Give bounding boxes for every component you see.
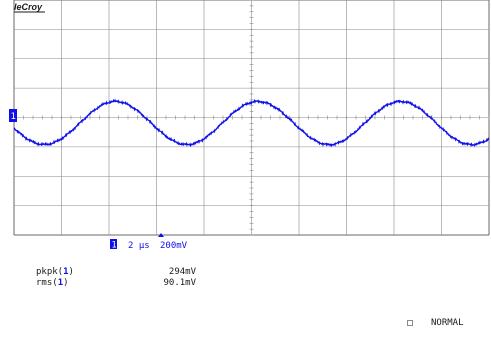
status-square-icon bbox=[407, 320, 413, 326]
trigger-arrow-icon[interactable] bbox=[158, 233, 164, 237]
lecroy-logo: leCroy bbox=[14, 2, 43, 12]
channel-1-badge[interactable] bbox=[110, 239, 117, 249]
measurement-pkpk-label[interactable]: pkpk(1) bbox=[36, 267, 74, 277]
measurement-rms-label[interactable]: rms(1) bbox=[36, 278, 69, 288]
timebase-value[interactable]: 2 µs bbox=[128, 241, 150, 251]
measurement-pkpk-value: 294mV bbox=[169, 267, 197, 277]
channel-info: 1 2 µs 200mV bbox=[110, 239, 188, 251]
waveform-trace bbox=[13, 98, 490, 148]
measurement-rms-value: 90.1mV bbox=[163, 278, 196, 288]
channel-badge-number: 1 bbox=[112, 241, 117, 251]
graticule bbox=[13, 0, 490, 236]
channel-1-ground-marker[interactable]: 1 bbox=[9, 109, 17, 122]
volts-per-div-value[interactable]: 200mV bbox=[160, 241, 188, 251]
acquisition-mode-status[interactable]: NORMAL bbox=[431, 318, 464, 328]
ground-marker-label: 1 bbox=[11, 112, 16, 122]
measurements-panel: pkpk(1) 294mV rms(1) 90.1mV bbox=[36, 267, 197, 288]
